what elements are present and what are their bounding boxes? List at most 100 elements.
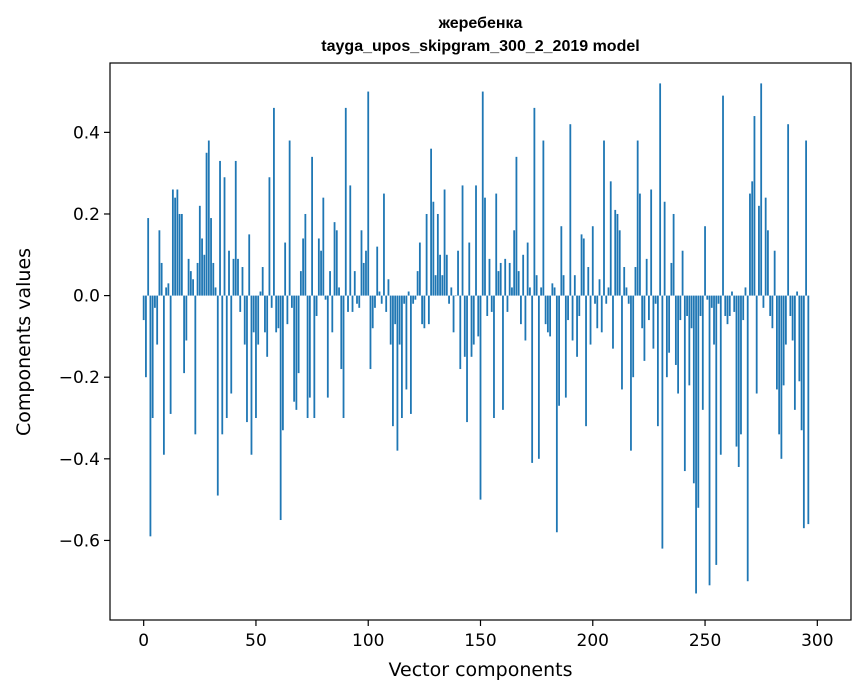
bar xyxy=(286,295,289,325)
bar xyxy=(349,185,352,296)
bar xyxy=(481,91,484,296)
bar xyxy=(508,262,511,296)
bar xyxy=(784,295,787,345)
bar xyxy=(540,287,543,296)
bar xyxy=(580,234,583,296)
bar xyxy=(329,271,331,296)
bar xyxy=(546,295,549,333)
x-tick-label: 300 xyxy=(801,631,833,651)
bar xyxy=(432,201,435,296)
bar xyxy=(805,140,807,296)
bar xyxy=(306,295,309,419)
bar xyxy=(405,295,408,390)
bar xyxy=(544,295,547,325)
bar xyxy=(279,295,282,521)
bar xyxy=(203,254,206,296)
bar xyxy=(288,140,291,296)
bar xyxy=(560,226,563,296)
bar xyxy=(214,287,217,296)
bar xyxy=(180,213,183,296)
bar xyxy=(434,275,437,296)
bar xyxy=(744,287,747,296)
bar xyxy=(165,287,168,296)
bar xyxy=(174,197,177,296)
bar xyxy=(692,295,695,484)
bar xyxy=(798,295,801,382)
bar xyxy=(497,271,500,296)
bar xyxy=(800,295,803,431)
bar xyxy=(299,271,302,296)
bar xyxy=(392,295,394,427)
bar xyxy=(722,95,724,296)
bar xyxy=(643,295,646,361)
bar xyxy=(425,213,428,296)
bar xyxy=(356,295,358,304)
bar xyxy=(445,254,448,296)
y-tick-label: 0.0 xyxy=(73,287,100,307)
bar xyxy=(650,189,653,296)
bar xyxy=(699,295,702,316)
bar xyxy=(257,295,260,345)
bar xyxy=(463,295,466,357)
y-axis-label: Components values xyxy=(13,248,35,436)
bar xyxy=(589,295,592,345)
bar xyxy=(562,275,565,296)
bar xyxy=(475,185,477,296)
bar xyxy=(423,295,426,329)
bar xyxy=(461,185,464,296)
bar xyxy=(311,156,313,296)
bar xyxy=(767,230,769,296)
bar xyxy=(749,193,751,296)
bar xyxy=(571,295,574,341)
bar xyxy=(755,295,758,394)
bar xyxy=(297,295,300,374)
bar xyxy=(282,295,284,431)
bar xyxy=(250,295,253,455)
bar xyxy=(160,262,163,296)
bar xyxy=(205,152,208,296)
bar xyxy=(484,197,486,296)
bar xyxy=(358,295,361,308)
bar xyxy=(439,254,441,296)
bar xyxy=(145,295,147,378)
bar xyxy=(645,258,648,296)
bar xyxy=(668,295,671,353)
bar xyxy=(623,267,626,296)
bar xyxy=(342,295,345,419)
bar xyxy=(636,140,639,296)
bar xyxy=(701,295,704,410)
bar xyxy=(502,295,504,410)
bar xyxy=(677,295,679,394)
bar xyxy=(778,295,781,435)
bar xyxy=(735,295,738,447)
bar xyxy=(167,283,170,296)
bar xyxy=(252,295,255,333)
bar xyxy=(176,189,179,296)
bar xyxy=(320,250,322,296)
bar xyxy=(441,275,444,296)
bar xyxy=(787,124,790,296)
chart-title: жеребенка xyxy=(438,15,523,32)
bar xyxy=(427,295,430,325)
bar xyxy=(264,295,266,333)
bar xyxy=(627,295,630,304)
bar xyxy=(605,295,608,304)
bar xyxy=(695,295,697,594)
bar xyxy=(234,160,237,296)
bar xyxy=(746,295,749,582)
bar xyxy=(654,295,657,304)
bar xyxy=(751,181,754,296)
bar xyxy=(207,140,210,296)
bar xyxy=(369,295,372,370)
bar xyxy=(758,205,760,296)
bar xyxy=(710,295,713,308)
bar xyxy=(151,295,154,419)
bar xyxy=(171,189,174,296)
bar xyxy=(690,295,693,329)
bar xyxy=(776,295,778,390)
bar xyxy=(147,218,150,296)
bar xyxy=(387,279,390,296)
bar xyxy=(212,262,215,296)
bar xyxy=(490,295,493,312)
bar xyxy=(335,230,338,296)
